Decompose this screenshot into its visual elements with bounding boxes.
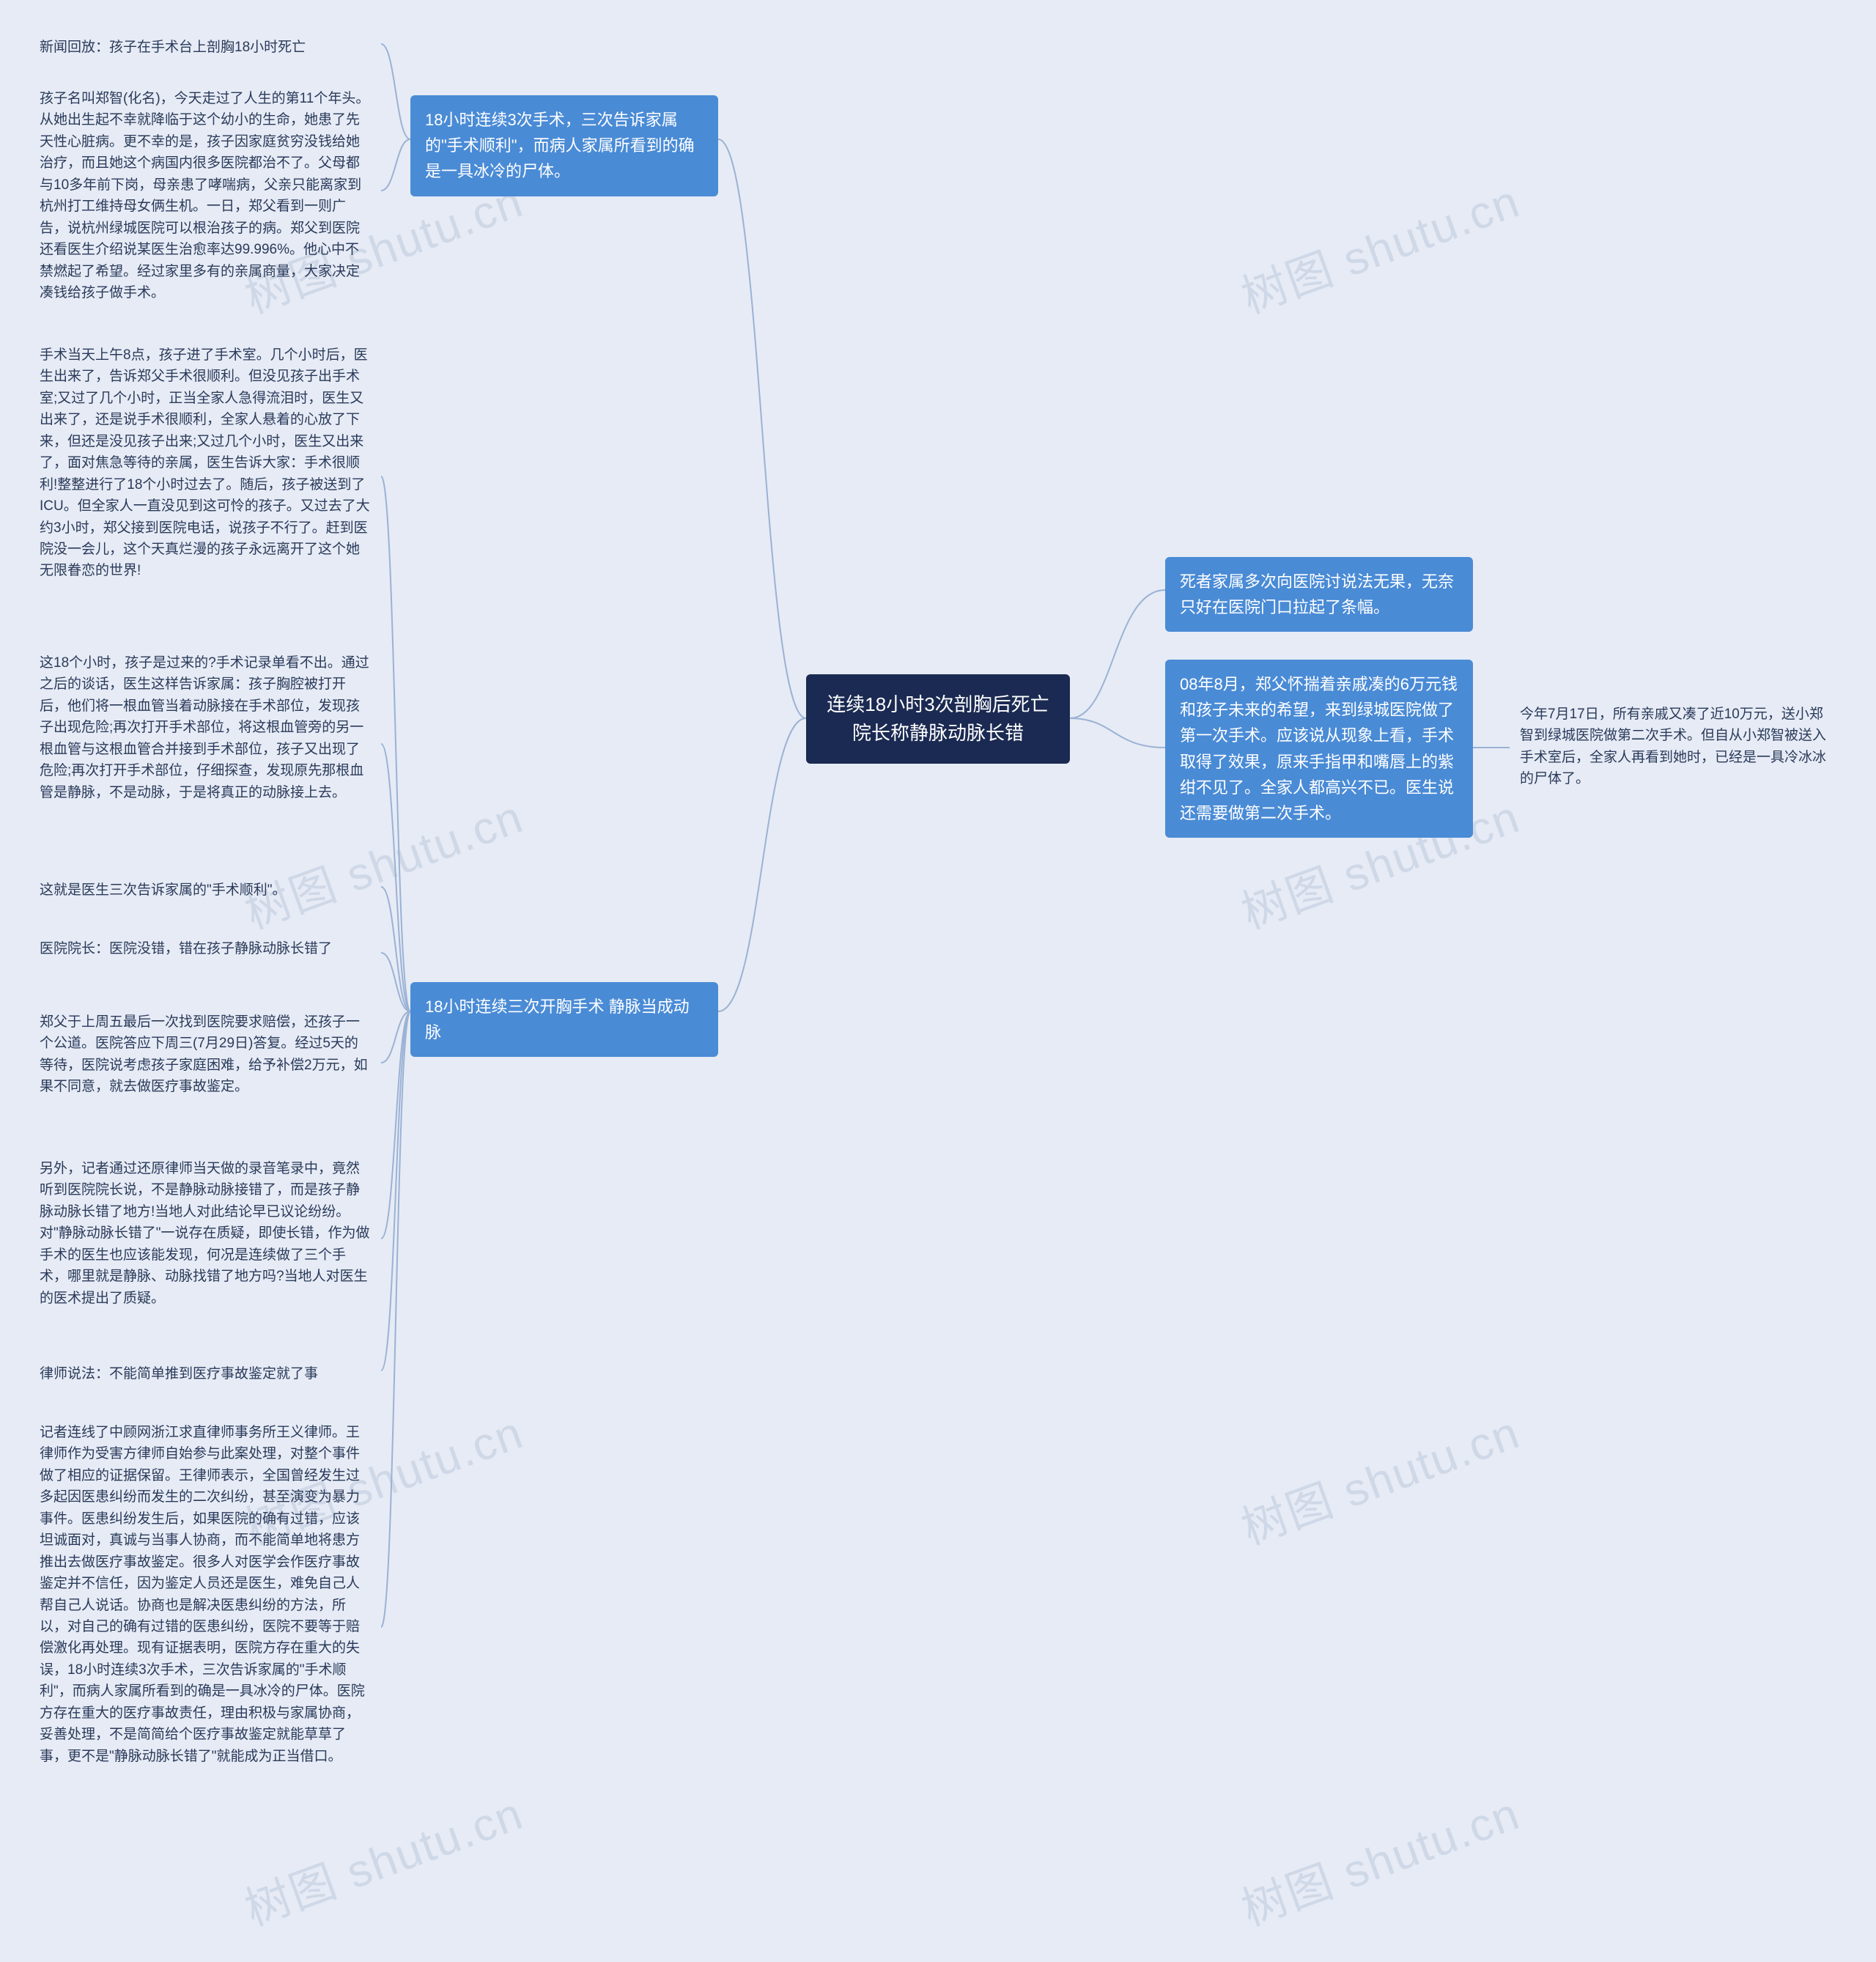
leaf-node[interactable]: 律师说法：不能简单推到医疗事故鉴定就了事 bbox=[29, 1356, 381, 1392]
branch-node[interactable]: 08年8月，郑父怀揣着亲戚凑的6万元钱和孩子未来的希望，来到绿城医院做了第一次手… bbox=[1165, 660, 1473, 838]
leaf-node[interactable]: 手术当天上午8点，孩子进了手术室。几个小时后，医生出来了，告诉郑父手术很顺利。但… bbox=[29, 337, 381, 589]
leaf-node[interactable]: 今年7月17日，所有亲戚又凑了近10万元，送小郑智到绿城医院做第二次手术。但自从… bbox=[1510, 696, 1847, 797]
leaf-node[interactable]: 记者连线了中顾网浙江求直律师事务所王义律师。王律师作为受害方律师自始参与此案处理… bbox=[29, 1415, 381, 1774]
leaf-node[interactable]: 郑父于上周五最后一次找到医院要求赔偿，还孩子一个公道。医院答应下周三(7月29日… bbox=[29, 1004, 381, 1105]
mindmap-canvas: 树图 shutu.cn 树图 shutu.cn 树图 shutu.cn 树图 s… bbox=[0, 0, 1876, 1962]
leaf-node[interactable]: 另外，记者通过还原律师当天做的录音笔录中，竟然听到医院院长说，不是静脉动脉接错了… bbox=[29, 1151, 381, 1316]
root-node[interactable]: 连续18小时3次剖胸后死亡院长称静脉动脉长错 bbox=[806, 674, 1070, 764]
watermark: 树图 shutu.cn bbox=[234, 1777, 531, 1939]
leaf-node[interactable]: 医院院长：医院没错，错在孩子静脉动脉长错了 bbox=[29, 931, 381, 967]
watermark: 树图 shutu.cn bbox=[1231, 164, 1527, 326]
branch-node[interactable]: 18小时连续三次开胸手术 静脉当成动脉 bbox=[410, 982, 718, 1057]
leaf-node[interactable]: 这18个小时，孩子是过来的?手术记录单看不出。通过之后的谈话，医生这样告诉家属：… bbox=[29, 645, 381, 811]
leaf-node[interactable]: 新闻回放：孩子在手术台上剖胸18小时死亡 bbox=[29, 29, 381, 65]
branch-node[interactable]: 18小时连续3次手术，三次告诉家属的"手术顺利"，而病人家属所看到的确是一具冰冷… bbox=[410, 95, 718, 196]
branch-node[interactable]: 死者家属多次向医院讨说法无果，无奈只好在医院门口拉起了条幅。 bbox=[1165, 557, 1473, 632]
leaf-node[interactable]: 这就是医生三次告诉家属的"手术顺利"。 bbox=[29, 872, 381, 908]
watermark: 树图 shutu.cn bbox=[1231, 1395, 1527, 1557]
watermark: 树图 shutu.cn bbox=[1231, 1777, 1527, 1939]
leaf-node[interactable]: 孩子名叫郑智(化名)，今天走过了人生的第11个年头。从她出生起不幸就降临于这个幼… bbox=[29, 81, 381, 311]
